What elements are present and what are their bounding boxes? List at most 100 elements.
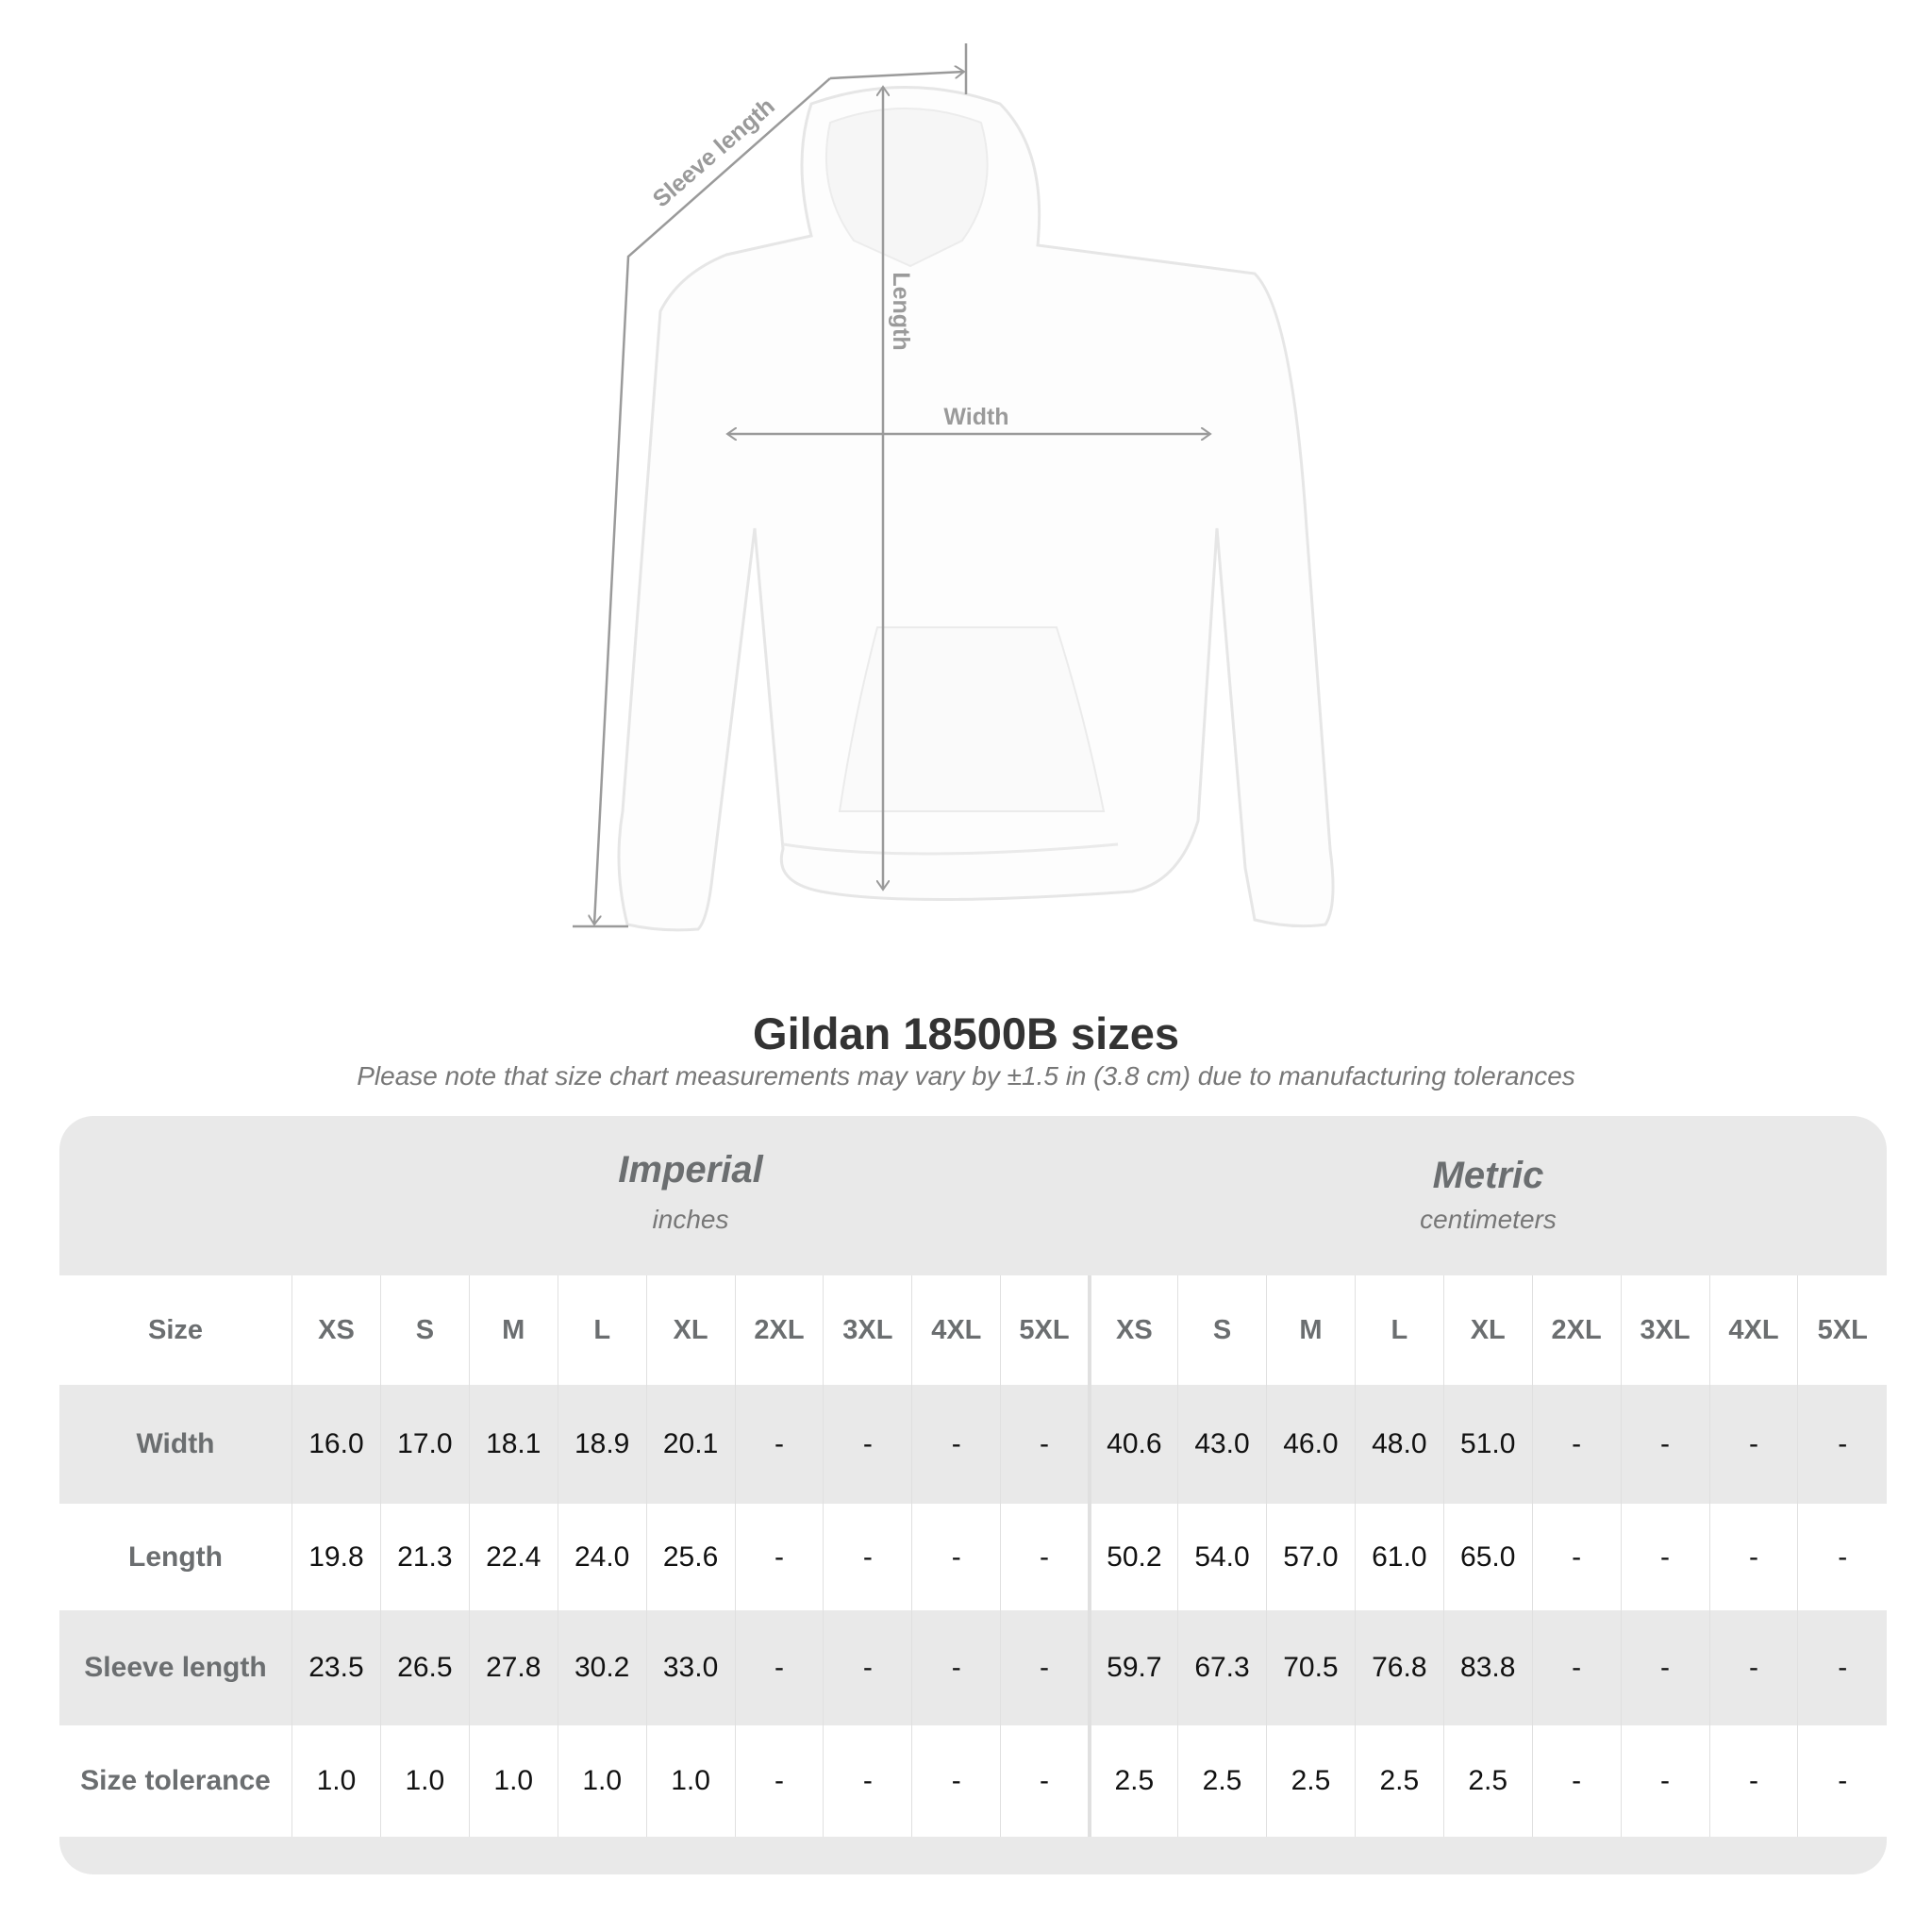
imperial-title: Imperial bbox=[618, 1149, 763, 1191]
length-label: Length bbox=[888, 272, 914, 350]
table-row: Sleeve length 23.5 26.5 27.8 30.2 33.0- - - -59.… bbox=[59, 1610, 1887, 1725]
imperial-cell: - bbox=[823, 1504, 912, 1610]
imperial-cell: 18.9 bbox=[557, 1385, 647, 1504]
imperial-size-5xl: 5XL bbox=[1000, 1275, 1090, 1385]
metric-cell: 65.0 bbox=[1442, 1504, 1533, 1610]
metric-cell: 51.0 bbox=[1442, 1385, 1533, 1504]
metric-cell: 50.2 bbox=[1087, 1504, 1178, 1610]
metric-size-l: L bbox=[1354, 1275, 1444, 1385]
imperial-cell: - bbox=[734, 1385, 824, 1504]
imperial-cell: 1.0 bbox=[291, 1725, 381, 1837]
metric-size-m: M bbox=[1265, 1275, 1356, 1385]
metric-header: Metric centimeters bbox=[1090, 1155, 1887, 1235]
metric-size-xl: XL bbox=[1442, 1275, 1533, 1385]
imperial-cell: 25.6 bbox=[645, 1504, 736, 1610]
imperial-cell: 1.0 bbox=[645, 1725, 736, 1837]
table-row: Width 16.0 17.0 18.1 18.9 20.1- - - -40.6 43.0 46.… bbox=[59, 1385, 1887, 1504]
metric-cell: 83.8 bbox=[1442, 1610, 1533, 1725]
imperial-header: Imperial inches bbox=[291, 1149, 1090, 1235]
metric-cell: - bbox=[1708, 1610, 1798, 1725]
metric-cell: - bbox=[1708, 1725, 1798, 1837]
metric-cell: - bbox=[1797, 1725, 1887, 1837]
imperial-cell: - bbox=[823, 1385, 912, 1504]
imperial-cell: - bbox=[1000, 1504, 1090, 1610]
imperial-cell: 1.0 bbox=[468, 1725, 558, 1837]
metric-size-4xl: 4XL bbox=[1708, 1275, 1798, 1385]
imperial-cell: 26.5 bbox=[379, 1610, 470, 1725]
imperial-size-2xl: 2XL bbox=[734, 1275, 824, 1385]
metric-size-5xl: 5XL bbox=[1797, 1275, 1887, 1385]
measurement-lines bbox=[573, 43, 1210, 928]
imperial-cell: 1.0 bbox=[379, 1725, 470, 1837]
metric-cell: - bbox=[1531, 1725, 1622, 1837]
imperial-size-xl: XL bbox=[645, 1275, 736, 1385]
imperial-cell: 21.3 bbox=[379, 1504, 470, 1610]
imperial-cell: 27.8 bbox=[468, 1610, 558, 1725]
sleeve-length-line bbox=[594, 77, 831, 924]
imperial-cell: - bbox=[911, 1725, 1001, 1837]
imperial-cell: - bbox=[1000, 1610, 1090, 1725]
row-label: Length bbox=[59, 1504, 292, 1610]
hoodie-diagram: Sleeve length Length Width bbox=[573, 43, 1335, 932]
metric-cell: - bbox=[1531, 1504, 1622, 1610]
row-label: Sleeve length bbox=[59, 1610, 292, 1725]
metric-cell: - bbox=[1531, 1610, 1622, 1725]
imperial-cell: - bbox=[823, 1725, 912, 1837]
metric-size-xs: XS bbox=[1087, 1275, 1178, 1385]
imperial-cell: 33.0 bbox=[645, 1610, 736, 1725]
imperial-size-3xl: 3XL bbox=[823, 1275, 912, 1385]
metric-cell: - bbox=[1708, 1385, 1798, 1504]
metric-cell: 67.3 bbox=[1177, 1610, 1267, 1725]
metric-cell: 43.0 bbox=[1177, 1385, 1267, 1504]
metric-cell: 59.7 bbox=[1087, 1610, 1178, 1725]
imperial-cell: - bbox=[911, 1504, 1001, 1610]
imperial-size-m: M bbox=[468, 1275, 558, 1385]
metric-cell: 61.0 bbox=[1354, 1504, 1444, 1610]
metric-unit: centimeters bbox=[1420, 1205, 1557, 1234]
imperial-cell: - bbox=[734, 1725, 824, 1837]
size-header-row: Size XS S M L XL 2XL 3XL 4XL 5XL XS S M L XL 2XL 3XL 4XL 5… bbox=[59, 1275, 1887, 1385]
metric-cell: - bbox=[1620, 1385, 1709, 1504]
imperial-cell: - bbox=[823, 1610, 912, 1725]
metric-cell: 70.5 bbox=[1265, 1610, 1356, 1725]
width-label: Width bbox=[943, 404, 1008, 430]
row-label: Width bbox=[59, 1385, 292, 1504]
metric-cell: 2.5 bbox=[1354, 1725, 1444, 1837]
metric-cell: 2.5 bbox=[1442, 1725, 1533, 1837]
table-row: Size tolerance 1.0 1.0 1.0 1.0 1.0- - - -2.5 2.5 2… bbox=[59, 1725, 1887, 1837]
metric-cell: - bbox=[1620, 1504, 1709, 1610]
metric-cell: 76.8 bbox=[1354, 1610, 1444, 1725]
imperial-cell: 18.1 bbox=[468, 1385, 558, 1504]
metric-cell: 54.0 bbox=[1177, 1504, 1267, 1610]
imperial-cell: 30.2 bbox=[557, 1610, 647, 1725]
hoodie-illustration bbox=[617, 86, 1335, 932]
imperial-cell: - bbox=[734, 1610, 824, 1725]
imperial-size-xs: XS bbox=[291, 1275, 381, 1385]
metric-size-3xl: 3XL bbox=[1620, 1275, 1709, 1385]
imperial-cell: - bbox=[1000, 1725, 1090, 1837]
imperial-cell: 23.5 bbox=[291, 1610, 381, 1725]
metric-cell: - bbox=[1620, 1610, 1709, 1725]
imperial-cell: - bbox=[911, 1385, 1001, 1504]
metric-cell: - bbox=[1797, 1504, 1887, 1610]
size-table: Size XS S M L XL 2XL 3XL 4XL 5XL XS S M L XL 2XL 3XL 4XL 5… bbox=[59, 1275, 1887, 1837]
metric-cell: 48.0 bbox=[1354, 1385, 1444, 1504]
metric-cell: - bbox=[1531, 1385, 1622, 1504]
metric-cell: 46.0 bbox=[1265, 1385, 1356, 1504]
imperial-cell: 22.4 bbox=[468, 1504, 558, 1610]
imperial-cell: 1.0 bbox=[557, 1725, 647, 1837]
size-label: Size bbox=[59, 1275, 292, 1385]
metric-size-s: S bbox=[1177, 1275, 1267, 1385]
metric-cell: 2.5 bbox=[1265, 1725, 1356, 1837]
tolerance-note: Please note that size chart measurements… bbox=[357, 1061, 1575, 1091]
imperial-cell: 24.0 bbox=[557, 1504, 647, 1610]
row-label: Size tolerance bbox=[59, 1725, 292, 1837]
metric-cell: - bbox=[1620, 1725, 1709, 1837]
page-title: Gildan 18500B sizes bbox=[753, 1008, 1179, 1058]
metric-cell: 2.5 bbox=[1177, 1725, 1267, 1837]
metric-cell: 40.6 bbox=[1087, 1385, 1178, 1504]
imperial-unit: inches bbox=[652, 1205, 729, 1234]
imperial-cell: 20.1 bbox=[645, 1385, 736, 1504]
sleeve-length-label: Sleeve length bbox=[648, 93, 780, 213]
imperial-cell: - bbox=[1000, 1385, 1090, 1504]
